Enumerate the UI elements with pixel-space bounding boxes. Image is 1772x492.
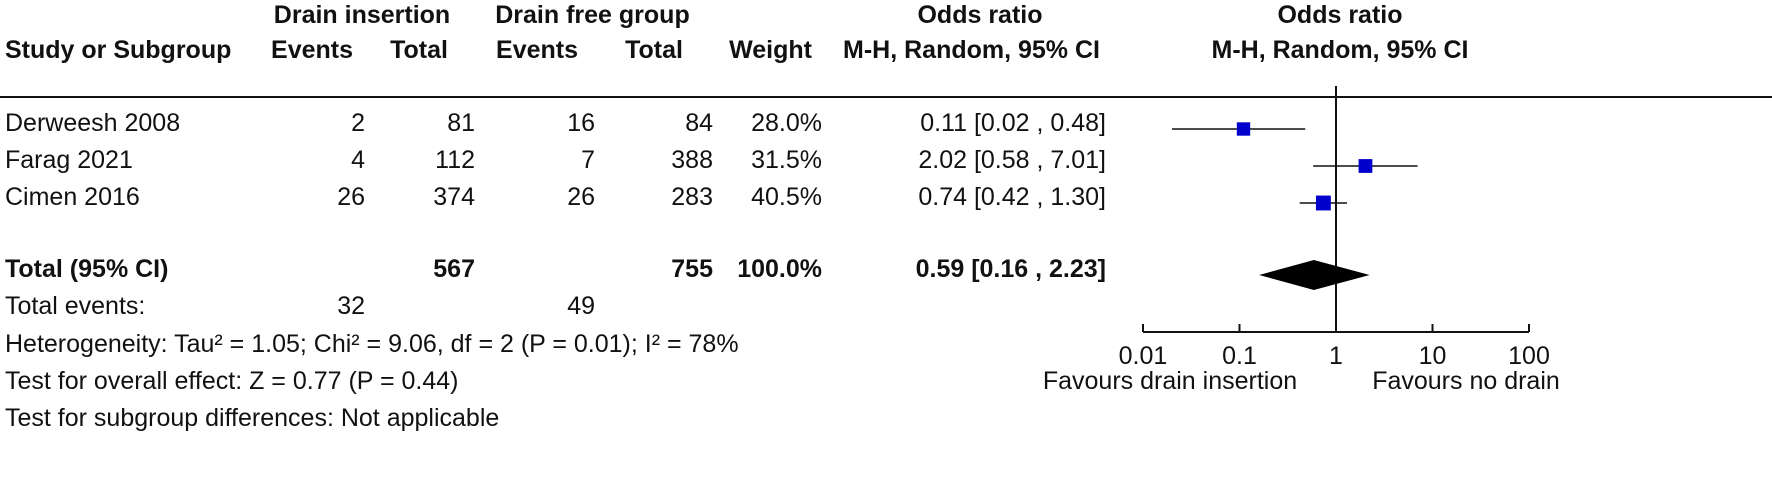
total-1: 567 [433, 255, 475, 283]
pooled-diamond [1259, 260, 1370, 290]
weight: 28.0% [751, 109, 822, 137]
total-2: 283 [671, 183, 713, 211]
events-2: 26 [567, 183, 595, 211]
events-1: 4 [351, 146, 365, 174]
total-ci-text: 0.59 [0.16 , 2.23] [915, 255, 1106, 283]
header-total-2: Total [625, 36, 683, 64]
study-marker [1315, 195, 1331, 211]
ci-text: 0.74 [0.42 , 1.30] [918, 183, 1106, 211]
header-total-1: Total [390, 36, 448, 64]
header-events-2: Events [496, 36, 578, 64]
x-tick-label: 10 [1419, 342, 1447, 370]
header-study: Study or Subgroup [5, 36, 232, 64]
x-tick-label: 1 [1329, 342, 1343, 370]
study-name: Derweesh 2008 [5, 109, 181, 137]
x-tick-label: 100 [1508, 342, 1550, 370]
header-plot-method: M-H, Random, 95% CI [1211, 36, 1469, 64]
study-name: Cimen 2016 [5, 183, 140, 211]
study-name: Farag 2021 [5, 146, 133, 174]
favours-right-label: Favours no drain [1372, 367, 1560, 395]
total-weight: 100.0% [737, 255, 822, 283]
total-1: 374 [433, 183, 475, 211]
header-drain-insertion: Drain insertion [273, 1, 451, 29]
header-rule [0, 96, 1772, 98]
weight: 40.5% [751, 183, 822, 211]
favours-left-label: Favours drain insertion [1043, 367, 1297, 395]
total-2: 388 [671, 146, 713, 174]
x-tick-label: 0.01 [1119, 342, 1168, 370]
header-odds-ratio-column: Odds ratio [917, 1, 1043, 29]
study-marker [1236, 122, 1251, 136]
header-weight: Weight [729, 36, 812, 64]
weight: 31.5% [751, 146, 822, 174]
total-label: Total (95% CI) [5, 255, 169, 283]
subgroup-note: Test for subgroup differences: Not appli… [5, 404, 500, 432]
ci-text: 2.02 [0.58 , 7.01] [918, 146, 1106, 174]
total-events-label: Total events: [5, 292, 146, 320]
ci-text: 0.11 [0.02 , 0.48] [920, 109, 1106, 137]
header-drain-free-group: Drain free group [495, 1, 690, 29]
total-events-2: 49 [567, 292, 595, 320]
total-2: 84 [685, 109, 713, 137]
total-1: 81 [447, 109, 475, 137]
total-2: 755 [671, 255, 713, 283]
heterogeneity-note: Heterogeneity: Tau² = 1.05; Chi² = 9.06,… [5, 330, 739, 358]
header-method: M-H, Random, 95% CI [843, 36, 1100, 64]
events-1: 2 [351, 109, 365, 137]
overall-effect-note: Test for overall effect: Z = 0.77 (P = 0… [5, 367, 459, 395]
study-marker [1358, 159, 1373, 173]
total-1: 112 [435, 146, 475, 174]
events-1: 26 [337, 183, 365, 211]
events-2: 16 [567, 109, 595, 137]
x-tick-label: 0.1 [1222, 342, 1257, 370]
total-events-1: 32 [337, 292, 365, 320]
header-odds-ratio-plot: Odds ratio [1277, 1, 1403, 29]
header-events-1: Events [271, 36, 353, 64]
events-2: 7 [581, 146, 595, 174]
